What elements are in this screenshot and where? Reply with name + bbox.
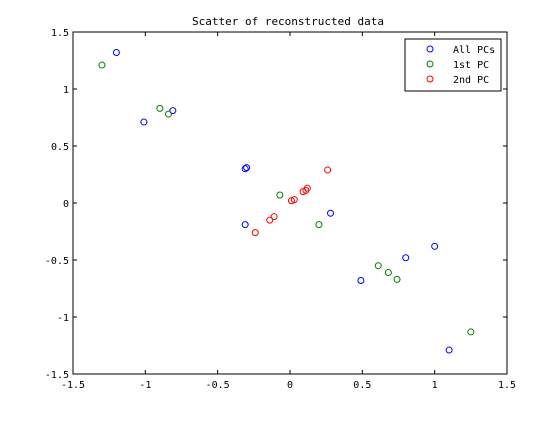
- x-tick-label: 1.5: [498, 380, 516, 391]
- data-point: [303, 184, 311, 192]
- data-point: [290, 196, 298, 204]
- legend-box: [404, 38, 502, 92]
- data-point: [327, 209, 335, 217]
- legend: All PCs 1st PC 2nd PC: [404, 38, 502, 92]
- data-point: [98, 61, 106, 69]
- x-tick-label: -1: [139, 380, 151, 391]
- series-2nd-pc: [251, 166, 332, 237]
- x-tick-label: 1: [432, 380, 438, 391]
- data-point: [241, 221, 249, 229]
- data-point: [156, 104, 164, 112]
- series-1st-pc: [98, 61, 475, 336]
- data-point: [243, 164, 251, 172]
- chart-title: Scatter of reconstructed data: [192, 15, 384, 28]
- data-point: [169, 107, 177, 115]
- legend-marker: [426, 60, 434, 68]
- data-point: [164, 110, 172, 118]
- data-point: [270, 213, 278, 221]
- legend-marker: [426, 45, 434, 53]
- data-point: [241, 165, 249, 173]
- axes: -1.5 -1 -0.5 0 0.5 1 1.5 -1.5 -1 -0.5 0 0.5 1 1.5: [45, 28, 516, 391]
- legend-label: 2nd PC: [453, 75, 489, 86]
- data-point: [315, 221, 323, 229]
- legend-label: All PCs: [453, 45, 495, 56]
- data-point: [324, 166, 332, 174]
- data-point: [140, 118, 148, 126]
- y-tick-label: 1: [63, 85, 69, 96]
- data-point: [384, 269, 392, 277]
- x-tick-label: 0: [287, 380, 293, 391]
- data-point: [266, 216, 274, 224]
- y-tick-label: 0: [63, 199, 69, 210]
- legend-marker: [426, 75, 434, 83]
- y-tick-label: 1.5: [51, 28, 69, 39]
- plot-area: [98, 49, 475, 354]
- data-point: [251, 229, 259, 237]
- y-tick-label: -1.5: [45, 370, 69, 381]
- data-point: [112, 49, 120, 57]
- data-point: [393, 275, 401, 283]
- x-tick-label: -1.5: [61, 380, 85, 391]
- y-tick-label: -1: [57, 313, 69, 324]
- data-point: [431, 242, 439, 250]
- x-tick-label: 0.5: [353, 380, 371, 391]
- y-tick-label: 0.5: [51, 142, 69, 153]
- data-point: [357, 277, 365, 285]
- x-tick-label: -0.5: [206, 380, 230, 391]
- data-point: [467, 328, 475, 336]
- data-point: [445, 346, 453, 354]
- data-point: [276, 191, 284, 199]
- data-point: [402, 254, 410, 262]
- data-point: [374, 262, 382, 270]
- y-tick-label: -0.5: [45, 256, 69, 267]
- legend-label: 1st PC: [453, 60, 489, 71]
- series-all-pcs: [112, 49, 453, 354]
